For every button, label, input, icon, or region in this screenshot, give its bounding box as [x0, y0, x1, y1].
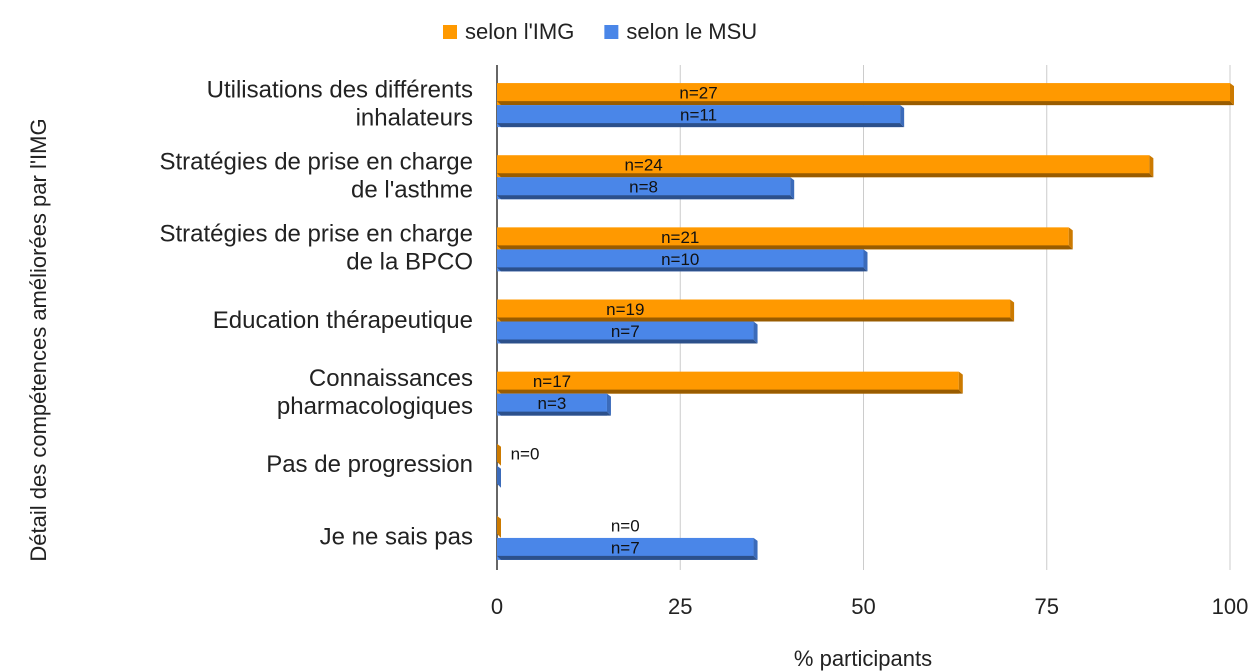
- data-label: n=24: [624, 156, 662, 175]
- bar-edge: [753, 321, 758, 344]
- y-tick-label: pharmacologiques: [277, 393, 473, 420]
- bar-shade: [497, 173, 1154, 178]
- y-tick-label: Stratégies de prise en charge: [159, 149, 473, 176]
- bar-edge: [863, 249, 868, 272]
- bar-edge: [606, 393, 611, 416]
- data-label: n=3: [538, 394, 567, 413]
- bar-edge: [1149, 155, 1154, 178]
- bar: [497, 393, 607, 416]
- data-label: n=11: [680, 106, 717, 125]
- data-label: n=17: [533, 372, 571, 391]
- bar-shade: [497, 555, 758, 560]
- bar-edge: [958, 371, 963, 394]
- bar-edge: [753, 537, 758, 560]
- bar-edge: [497, 443, 501, 466]
- bar-edge: [1010, 299, 1015, 322]
- y-tick-label: Utilisations des différents: [207, 76, 473, 103]
- bar: [497, 371, 959, 394]
- bar-edge: [900, 105, 905, 128]
- data-label: n=8: [629, 178, 658, 197]
- bar-shade: [497, 339, 758, 344]
- data-label: n=21: [661, 228, 699, 247]
- bar: [497, 321, 754, 344]
- y-tick-label: inhalateurs: [356, 104, 473, 131]
- bar-shade: [497, 101, 1234, 106]
- bar-shade: [497, 389, 963, 394]
- legend-label: selon le MSU: [626, 19, 757, 44]
- y-tick-label: de la BPCO: [346, 249, 473, 276]
- bar-edge: [497, 465, 501, 488]
- bar: [497, 299, 1011, 322]
- y-tick-label: de l'asthme: [351, 177, 473, 204]
- bar: [497, 155, 1150, 178]
- bar: [497, 177, 791, 200]
- x-tick-label: 100: [1212, 594, 1249, 619]
- bar: [497, 227, 1069, 250]
- y-tick-label: Pas de progression: [266, 451, 473, 478]
- data-label: n=10: [661, 250, 699, 269]
- bar: [497, 83, 1230, 106]
- bar-shade: [497, 317, 1015, 322]
- y-axis-title: Détail des compétences améliorées par l'…: [26, 118, 51, 561]
- data-label: n=7: [611, 322, 640, 341]
- data-label: n=0: [611, 516, 640, 535]
- bar-edge: [790, 177, 795, 200]
- data-label: n=19: [606, 300, 644, 319]
- y-tick-label: Stratégies de prise en charge: [159, 221, 473, 248]
- y-tick-label: Connaissances: [309, 365, 473, 392]
- bar-shade: [497, 123, 905, 128]
- x-tick-label: 25: [668, 594, 692, 619]
- x-axis-title: % participants: [794, 646, 932, 671]
- bar-edge: [1068, 227, 1073, 250]
- bar-shade: [497, 267, 868, 272]
- bar-edge: [1230, 83, 1234, 106]
- legend-swatch: [443, 25, 457, 39]
- y-tick-label: Education thérapeutique: [213, 307, 473, 334]
- x-tick-label: 50: [851, 594, 875, 619]
- bar: [497, 249, 864, 272]
- bar-shade: [497, 195, 795, 200]
- bar: [497, 105, 901, 128]
- legend-swatch: [604, 25, 619, 39]
- legend-label: selon l'IMG: [465, 19, 574, 44]
- x-tick-label: 75: [1035, 594, 1059, 619]
- bar-shade: [497, 411, 611, 416]
- bar-shade: [497, 245, 1073, 250]
- data-label: n=27: [679, 84, 717, 103]
- data-label: n=0: [511, 444, 540, 463]
- bar: [497, 537, 754, 560]
- y-tick-label: Je ne sais pas: [320, 523, 473, 550]
- data-label: n=7: [611, 538, 640, 557]
- x-tick-label: 0: [491, 594, 503, 619]
- bar-edge: [497, 515, 501, 538]
